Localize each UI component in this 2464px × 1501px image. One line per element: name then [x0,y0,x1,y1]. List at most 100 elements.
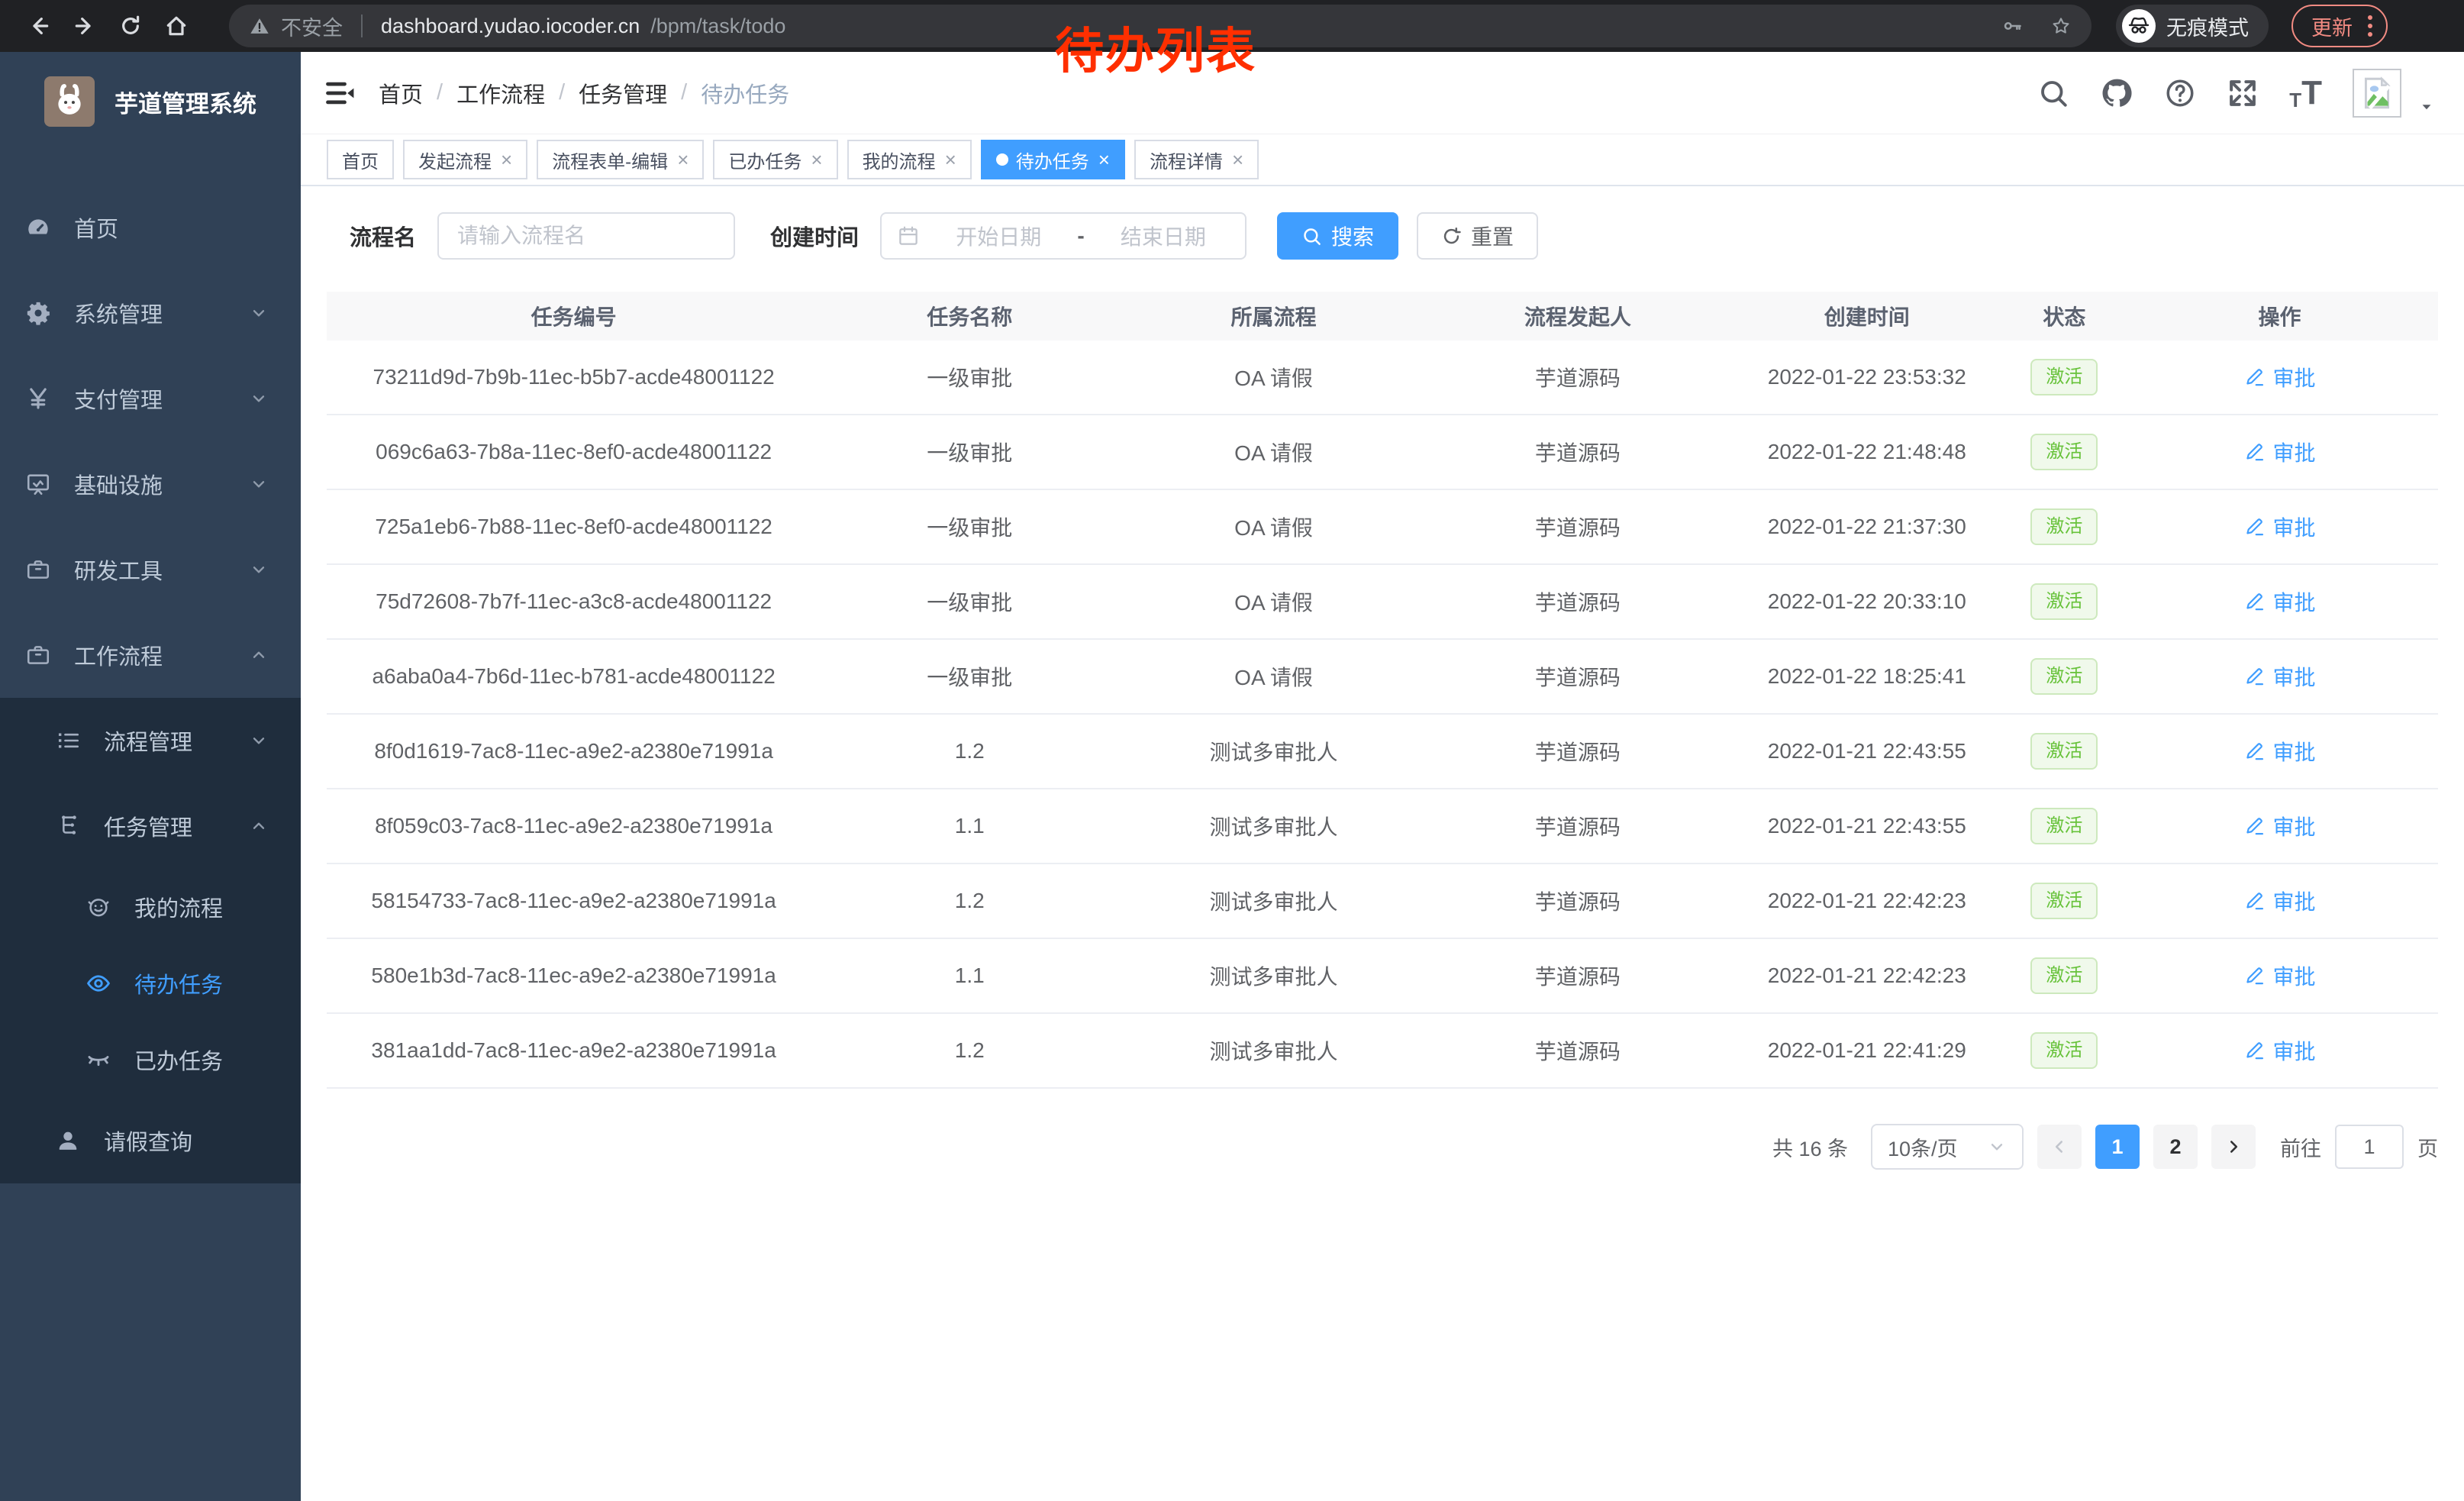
cell-task-name: 一级审批 [927,441,1013,465]
tab-todo-tasks[interactable]: 待办任务 × [980,140,1125,179]
sidebar-collapse-icon[interactable] [324,76,357,110]
approve-link[interactable]: 审批 [2244,586,2316,617]
sidebar-item-home[interactable]: 首页 [0,185,301,270]
task-table: 任务编号 任务名称 所属流程 流程发起人 创建时间 状态 操作 73211d9d-7b9b-… [327,292,2438,1089]
sidebar-item-task-mgmt[interactable]: 任务管理 [0,783,301,869]
sidebar-item-workflow[interactable]: 工作流程 [0,612,301,698]
goto-label: 前往 [2280,1137,2321,1160]
active-tab-dot [995,153,1008,166]
avatar[interactable] [2353,68,2401,118]
close-icon[interactable]: × [1098,148,1110,171]
sidebar-item-dev-tools[interactable]: 研发工具 [0,527,301,612]
cell-process: OA 请假 [1234,441,1313,465]
app-logo[interactable]: 芋道管理系统 [0,52,301,151]
avatar-dropdown-icon[interactable] [2417,97,2437,117]
sidebar-item-my-process[interactable]: 我的流程 [0,869,301,945]
key-icon[interactable] [2001,15,2023,37]
browser-reload-button[interactable] [110,5,151,47]
approve-link[interactable]: 审批 [2244,362,2316,392]
address-bar[interactable]: 不安全 dashboard.yudao.iocoder.cn/bpm/task/… [229,5,2091,47]
browser-forward-button[interactable] [64,5,105,47]
breadcrumb-item[interactable]: 任务管理 [579,82,668,108]
cell-starter: 芋道源码 [1534,890,1621,914]
process-name-label: 流程名 [350,226,417,250]
sidebar-item-payment-mgmt[interactable]: 支付管理 [0,356,301,441]
approve-link[interactable]: 审批 [2244,960,2316,991]
approve-link[interactable]: 审批 [2244,811,2316,841]
close-icon[interactable]: × [811,148,823,171]
status-badge: 激活 [2030,583,2098,621]
approve-link[interactable]: 审批 [2244,736,2316,767]
sidebar-item-done-tasks[interactable]: 已办任务 [0,1022,301,1098]
tab-form-edit[interactable]: 流程表单-编辑 × [537,140,705,179]
cell-process: 测试多审批人 [1209,965,1338,989]
tab-process-detail[interactable]: 流程详情 × [1134,140,1259,179]
breadcrumb-item[interactable]: 工作流程 [456,82,546,108]
tab-start-process[interactable]: 发起流程 × [403,140,528,179]
end-date-placeholder[interactable]: 结束日期 [1120,225,1206,249]
tab-my-process[interactable]: 我的流程 × [847,140,972,179]
page-button-2[interactable]: 2 [2153,1125,2198,1169]
browser-home-button[interactable] [156,5,197,47]
process-name-input[interactable] [437,212,736,260]
monitor-icon [25,471,51,497]
cell-process: OA 请假 [1234,666,1313,689]
approve-link[interactable]: 审批 [2244,1035,2316,1066]
search-button[interactable]: 搜索 [1277,212,1399,260]
breadcrumb-item: 待办任务 [701,82,790,108]
sidebar-item-infrastructure[interactable]: 基础设施 [0,441,301,527]
yen-icon [25,386,51,412]
start-date-placeholder[interactable]: 开始日期 [956,225,1042,249]
status-badge: 激活 [2030,1031,2098,1070]
browser-back-button[interactable] [18,5,60,47]
pen-icon [2244,441,2266,463]
approve-link[interactable]: 审批 [2244,886,2316,916]
reset-button[interactable]: 重置 [1417,212,1539,260]
tab-done-tasks[interactable]: 已办任务 × [713,140,838,179]
chevron-down-icon [249,731,269,750]
table-row: 75d72608-7b7f-11ec-a3c8-acde48001122 一级审批… [327,565,2438,640]
status-badge: 激活 [2030,882,2098,920]
goto-page-input[interactable] [2335,1125,2404,1169]
github-icon[interactable] [2100,76,2133,110]
prev-page-button[interactable] [2037,1125,2082,1169]
help-icon[interactable] [2164,77,2196,109]
table-header-row: 任务编号 任务名称 所属流程 流程发起人 创建时间 状态 操作 [327,292,2438,341]
pen-icon [2244,591,2266,612]
sidebar-item-process-mgmt[interactable]: 流程管理 [0,698,301,783]
sidebar-item-system-mgmt[interactable]: 系统管理 [0,270,301,356]
browser-update-button[interactable]: 更新 [2291,5,2388,47]
next-page-button[interactable] [2211,1125,2256,1169]
date-range-picker[interactable]: 开始日期 - 结束日期 [880,212,1247,260]
cell-task-name: 1.2 [954,739,985,763]
cell-created-time: 2022-01-21 22:42:23 [1767,889,1966,912]
search-icon[interactable] [2037,77,2069,109]
tab-home[interactable]: 首页 [327,140,394,179]
cell-task-name: 一级审批 [927,366,1013,390]
approve-link[interactable]: 审批 [2244,661,2316,692]
sidebar-item-todo-tasks[interactable]: 待办任务 [0,945,301,1022]
bookmark-star-icon[interactable] [2050,15,2072,37]
cell-process: OA 请假 [1234,516,1313,540]
fullscreen-icon[interactable] [2227,77,2259,109]
approve-link[interactable]: 审批 [2244,437,2316,467]
chevron-left-icon [2050,1137,2069,1157]
close-icon[interactable]: × [1231,148,1244,171]
breadcrumb-item[interactable]: 首页 [379,82,424,108]
browser-menu-icon[interactable] [2368,15,2372,37]
cell-task-id: 580e1b3d-7ac8-11ec-a9e2-a2380e71991a [371,964,776,987]
security-label: 不安全 [281,16,343,40]
url-path: /bpm/task/todo [650,14,786,37]
close-icon[interactable]: × [944,148,956,171]
page-button-1[interactable]: 1 [2095,1125,2140,1169]
sidebar-item-label: 首页 [74,218,119,242]
sidebar-item-leave-query[interactable]: 请假查询 [0,1098,301,1183]
page-size-select[interactable]: 10条/页 [1871,1124,2024,1170]
close-icon[interactable]: × [501,148,513,171]
close-icon[interactable]: × [677,148,689,171]
approve-link[interactable]: 审批 [2244,512,2316,542]
chevron-up-icon [249,816,269,836]
cell-task-id: 75d72608-7b7f-11ec-a3c8-acde48001122 [376,589,772,613]
sidebar-item-label: 任务管理 [104,816,193,841]
